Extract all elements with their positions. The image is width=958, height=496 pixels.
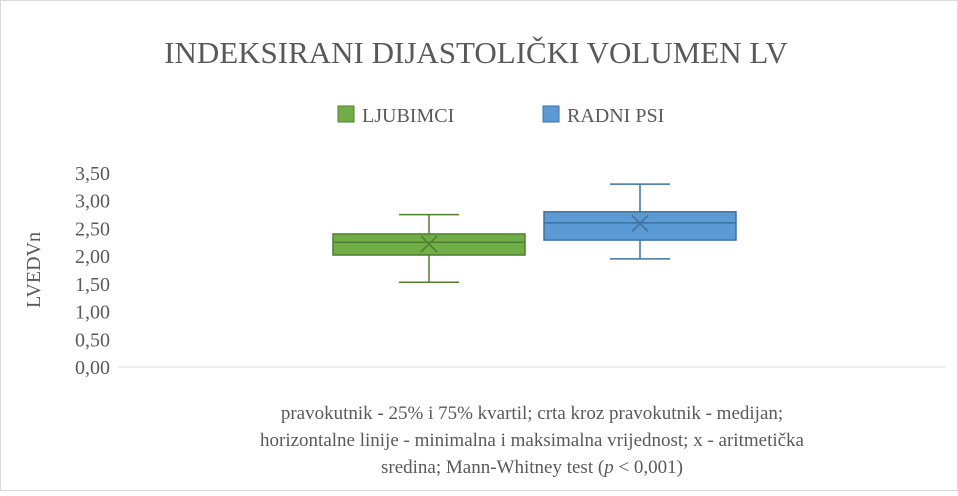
box (543, 211, 737, 241)
y-tick-label: 3,00 (75, 191, 110, 213)
y-tick-label: 2,50 (75, 218, 110, 240)
legend-label: RADNI PSI (567, 105, 664, 127)
mean-marker (631, 214, 649, 232)
note: horizontalne linije - minimalna i maksim… (260, 430, 805, 451)
y-axis-label: LVEDVn (23, 232, 45, 308)
chart-title: INDEKSIRANI DIJASTOLIČKI VOLUMEN LV (164, 35, 788, 70)
note: sredina; Mann-Whitney test (p < 0,001) (381, 457, 683, 478)
box-group (543, 183, 737, 260)
y-tick-label: 0,00 (75, 357, 110, 379)
y-tick-label: 0,50 (75, 329, 110, 351)
y-tick-label: 1,00 (75, 302, 110, 324)
y-tick-label: 3,50 (75, 163, 110, 185)
legend-label: LJUBIMCI (362, 105, 454, 127)
legend-swatch (542, 105, 560, 123)
mean-marker (420, 235, 438, 253)
box-group (332, 213, 526, 283)
y-tick-label: 2,00 (75, 246, 110, 268)
note-part: < 0,001) (614, 457, 683, 478)
note-part: p (602, 457, 614, 478)
note: pravokutnik - 25% i 75% kvartil; crta kr… (281, 403, 783, 424)
y-tick-label: 1,50 (75, 274, 110, 296)
legend-swatch (337, 105, 355, 123)
note-part: sredina; Mann-Whitney test ( (381, 457, 604, 478)
